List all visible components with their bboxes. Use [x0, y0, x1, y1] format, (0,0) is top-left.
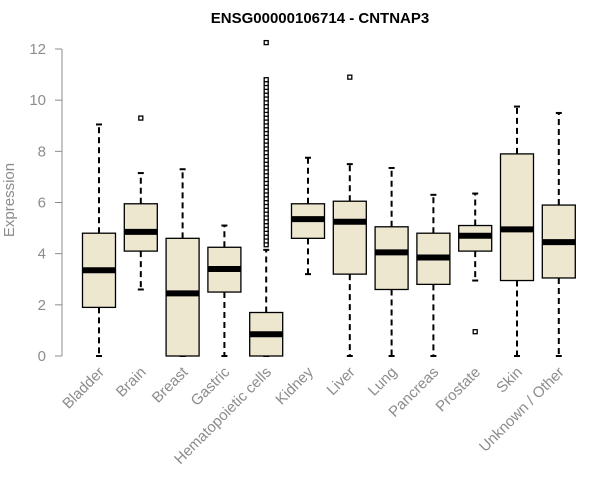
x-tick-label: Bladder — [59, 364, 108, 413]
box-group — [249, 39, 284, 357]
outlier-point — [347, 74, 353, 80]
x-tick-label: Brain — [113, 364, 150, 401]
y-tick-label: 12 — [29, 41, 46, 58]
box-group — [499, 105, 535, 357]
y-tick-label: 2 — [38, 297, 46, 314]
y-axis: 0 2 4 6 8 10 12 — [29, 41, 63, 365]
box-group — [332, 74, 367, 357]
box-group — [458, 192, 493, 335]
x-tick-label: Lung — [365, 364, 401, 400]
box — [374, 226, 409, 291]
box-group — [416, 193, 451, 357]
y-tick-label: 8 — [38, 143, 46, 160]
chart-title: ENSG00000106714 - CNTNAP3 — [211, 10, 429, 27]
box-group — [207, 224, 242, 357]
y-tick-label: 4 — [38, 246, 46, 263]
x-tick-label: Prostate — [432, 364, 484, 416]
outlier-point — [138, 115, 144, 121]
box-group — [290, 156, 326, 276]
y-tick-label: 10 — [29, 92, 46, 109]
x-tick-label: Kidney — [272, 363, 317, 408]
box-group — [123, 115, 158, 291]
box — [332, 200, 367, 275]
box-group — [165, 168, 200, 357]
y-axis-label: Expression — [1, 163, 18, 237]
box — [165, 237, 200, 357]
y-tick-label: 0 — [38, 348, 46, 365]
box — [123, 203, 158, 252]
outlier-point — [263, 77, 269, 83]
boxes-group — [81, 39, 576, 357]
outlier-point — [472, 329, 478, 335]
y-tick-label: 6 — [38, 195, 46, 212]
box-group — [81, 123, 117, 357]
x-tick-label: Liver — [324, 364, 359, 399]
box-group — [541, 111, 576, 357]
x-tick-label: Breast — [149, 363, 192, 406]
outlier-point — [263, 39, 269, 46]
box — [499, 153, 535, 282]
x-tick-label: Skin — [493, 364, 526, 397]
box-group — [374, 166, 409, 357]
